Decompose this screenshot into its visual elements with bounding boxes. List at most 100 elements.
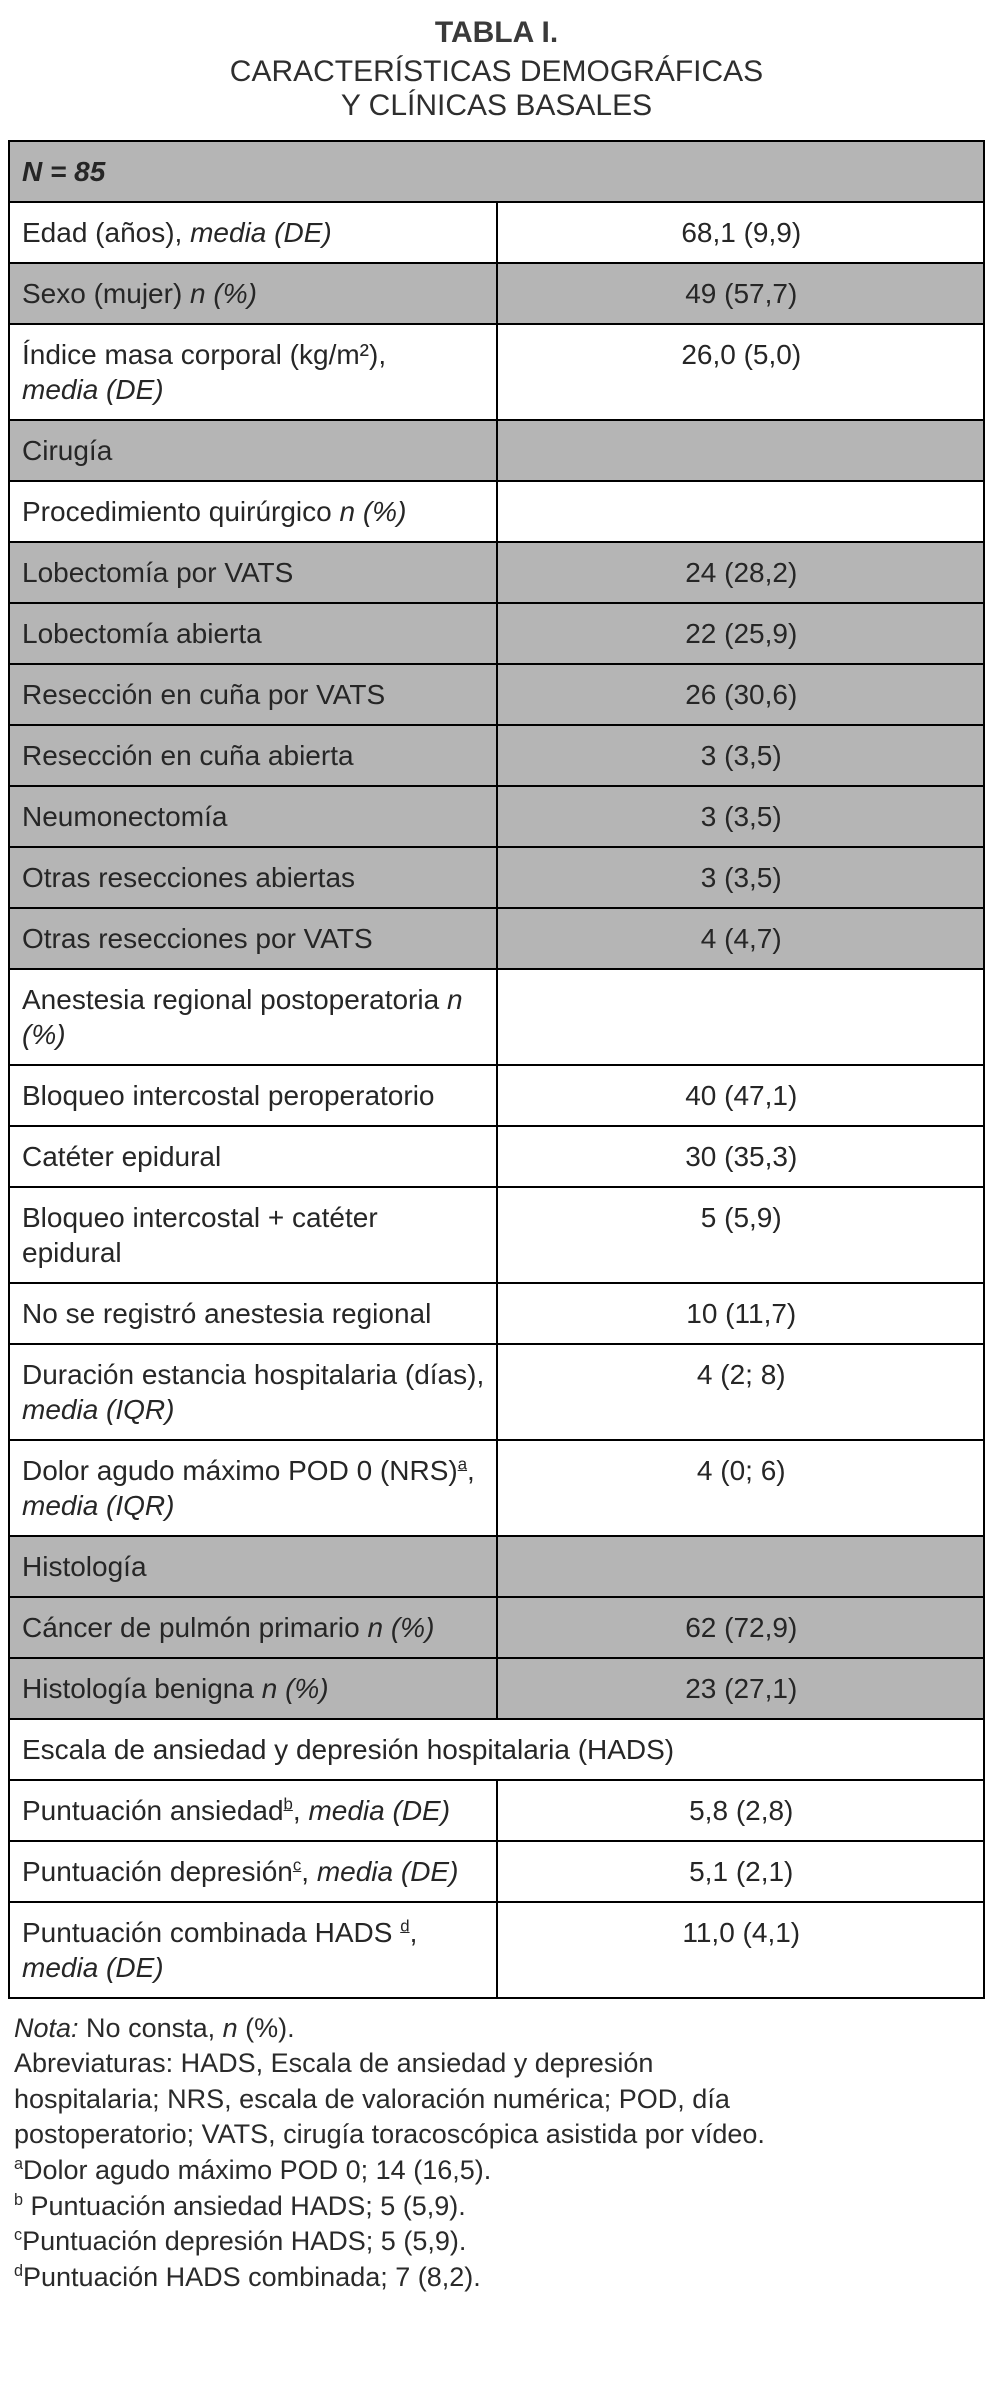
table-title-block: TABLA I. CARACTERÍSTICAS DEMOGRÁFICAS Y … xyxy=(8,16,985,124)
row-value xyxy=(495,967,985,1066)
text-segment: Sexo (mujer) xyxy=(22,277,191,309)
text-segment: Puntuación depresión HADS; 5 (5,9). xyxy=(22,2226,467,2257)
text-segment: media (DE) xyxy=(190,216,332,248)
text-segment: epidural xyxy=(22,1236,122,1268)
row-value xyxy=(495,418,985,482)
text-segment: n (%) xyxy=(22,983,463,1050)
table-row: Cáncer de pulmón primario n (%) 62 (72,9) xyxy=(8,1595,985,1659)
text-segment: Escala de ansiedad y depresión hospitala… xyxy=(22,1733,675,1765)
row-value: 62 (72,9) xyxy=(495,1595,985,1659)
table-row: Otras resecciones por VATS 4 (4,7) xyxy=(8,906,985,970)
table-subtitle-line-2: Y CLÍNICAS BASALES xyxy=(340,89,653,122)
row-label: No se registró anestesia regional xyxy=(8,1281,498,1345)
table-row: Puntuación depresiónc, media (DE) 5,1 (2,… xyxy=(8,1839,985,1903)
row-value xyxy=(495,1534,985,1598)
row-label: Otras resecciones por VATS xyxy=(8,906,498,970)
row-value: 3 (3,5) xyxy=(495,784,985,848)
text-segment: Nota: xyxy=(14,2012,79,2043)
table-row: Edad (años), media (DE) 68,1 (9,9) xyxy=(8,200,985,264)
row-value: 4 (2; 8) xyxy=(495,1342,985,1441)
row-value: 3 (3,5) xyxy=(495,723,985,787)
text-segment: Dolor agudo máximo POD 0 (NRS) xyxy=(22,1454,458,1486)
row-label: Anestesia regional postoperatoria n (%) xyxy=(8,967,498,1066)
footnote-link-d[interactable]: d xyxy=(400,1916,410,1936)
table-row: Catéter epidural 30 (35,3) xyxy=(8,1124,985,1188)
text-segment: Dolor agudo máximo POD 0; 14 (16,5). xyxy=(23,2155,492,2185)
row-value: 4 (4,7) xyxy=(495,906,985,970)
row-value: 40 (47,1) xyxy=(495,1063,985,1127)
text-segment: Resección en cuña por VATS xyxy=(22,678,386,710)
footnote-link-a[interactable]: a xyxy=(457,1454,468,1474)
text-segment: n (%) xyxy=(261,1672,329,1704)
table-row: Resección en cuña por VATS 26 (30,6) xyxy=(8,662,985,726)
row-value: 10 (11,7) xyxy=(495,1281,985,1345)
row-label: Edad (años), media (DE) xyxy=(8,200,498,264)
text-segment: No consta, xyxy=(78,2012,223,2043)
row-value: 23 (27,1) xyxy=(495,1656,985,1720)
text-segment: media (IQR) xyxy=(22,1489,175,1521)
table-row: Lobectomía por VATS 24 (28,2) xyxy=(8,540,985,604)
row-label: Duración estancia hospitalaria (días), me… xyxy=(8,1342,498,1441)
table-row: Cirugía xyxy=(8,418,985,482)
text-segment: Bloqueo intercostal + catéter xyxy=(22,1201,378,1233)
footnote-link-c[interactable]: c xyxy=(292,1855,302,1875)
row-value xyxy=(495,479,985,543)
row-label: Índice masa corporal (kg/m²), media (DE) xyxy=(8,322,498,421)
row-value: 4 (0; 6) xyxy=(495,1438,985,1537)
text-segment: n (%) xyxy=(339,495,407,527)
text-segment: Puntuación ansiedad xyxy=(22,1794,284,1826)
row-value: 5 (5,9) xyxy=(495,1185,985,1284)
row-value: 68,1 (9,9) xyxy=(495,200,985,264)
footnote: cPuntuación depresión HADS; 5 (5,9). xyxy=(14,2224,784,2260)
text-segment: Cáncer de pulmón primario xyxy=(22,1611,368,1643)
table-title: TABLA I. xyxy=(434,16,559,49)
page: TABLA I. CARACTERÍSTICAS DEMOGRÁFICAS Y … xyxy=(8,16,985,2292)
text-segment: Cirugía xyxy=(22,434,113,466)
text-segment: media (DE) xyxy=(22,1951,164,1983)
row-label: Bloqueo intercostal + catéter epidural xyxy=(8,1185,498,1284)
text-segment: Histología xyxy=(22,1550,147,1582)
row-value: 24 (28,2) xyxy=(495,540,985,604)
table-row: Resección en cuña abierta 3 (3,5) xyxy=(8,723,985,787)
text-segment: No se registró anestesia regional xyxy=(22,1297,432,1329)
text-segment: N = 85 xyxy=(22,155,106,187)
table-row: Anestesia regional postoperatoria n (%) xyxy=(8,967,985,1066)
text-segment: Otras resecciones abiertas xyxy=(22,861,356,893)
row-label: Puntuación depresiónc, media (DE) xyxy=(8,1839,498,1903)
text-segment: Histología benigna xyxy=(22,1672,262,1704)
text-segment: n (%) xyxy=(367,1611,435,1643)
row-label: Puntuación combinada HADS d, media (DE) xyxy=(8,1900,498,1999)
table-row: Neumonectomía 3 (3,5) xyxy=(8,784,985,848)
table-row: Puntuación combinada HADS d, media (DE) 11… xyxy=(8,1900,985,1999)
row-label: Bloqueo intercostal peroperatorio xyxy=(8,1063,498,1127)
text-segment: Puntuación combinada HADS xyxy=(22,1916,401,1948)
table-row: No se registró anestesia regional 10 (11,… xyxy=(8,1281,985,1345)
footnote-link-b[interactable]: b xyxy=(283,1794,293,1814)
table-row: Sexo (mujer) n (%) 49 (57,7) xyxy=(8,261,985,325)
row-label: Dolor agudo máximo POD 0 (NRS)a, media (I… xyxy=(8,1438,498,1537)
footnote: Abreviaturas: HADS, Escala de ansiedad y… xyxy=(14,2046,784,2153)
text-segment: , xyxy=(301,1855,317,1887)
text-segment: , xyxy=(292,1794,309,1826)
row-label: Histología benigna n (%) xyxy=(8,1656,498,1720)
section-row: N = 85 xyxy=(8,139,985,203)
footnote: Nota: No consta, n (%). xyxy=(14,2011,784,2047)
text-segment: Procedimiento quirúrgico xyxy=(22,495,340,527)
row-label: Lobectomía por VATS xyxy=(8,540,498,604)
table-row: Bloqueo intercostal peroperatorio 40 (47,… xyxy=(8,1063,985,1127)
row-value: 5,1 (2,1) xyxy=(495,1839,985,1903)
table-row: Histología xyxy=(8,1534,985,1598)
row-label: Resección en cuña abierta xyxy=(8,723,498,787)
text-segment: Neumonectomía xyxy=(22,800,228,832)
row-label: Catéter epidural xyxy=(8,1124,498,1188)
text-segment: media (DE) xyxy=(316,1855,459,1887)
footnote-marker-b: b xyxy=(14,2190,24,2209)
table-row: Bloqueo intercostal + catéter epidural 5 (… xyxy=(8,1185,985,1284)
text-segment: , xyxy=(409,1916,418,1948)
text-segment: n (%) xyxy=(190,277,257,309)
row-value: 5,8 (2,8) xyxy=(495,1778,985,1842)
text-segment: Lobectomía abierta xyxy=(22,617,262,649)
text-segment: , xyxy=(467,1454,475,1486)
text-segment: Catéter epidural xyxy=(22,1140,222,1172)
row-value: 22 (25,9) xyxy=(495,601,985,665)
